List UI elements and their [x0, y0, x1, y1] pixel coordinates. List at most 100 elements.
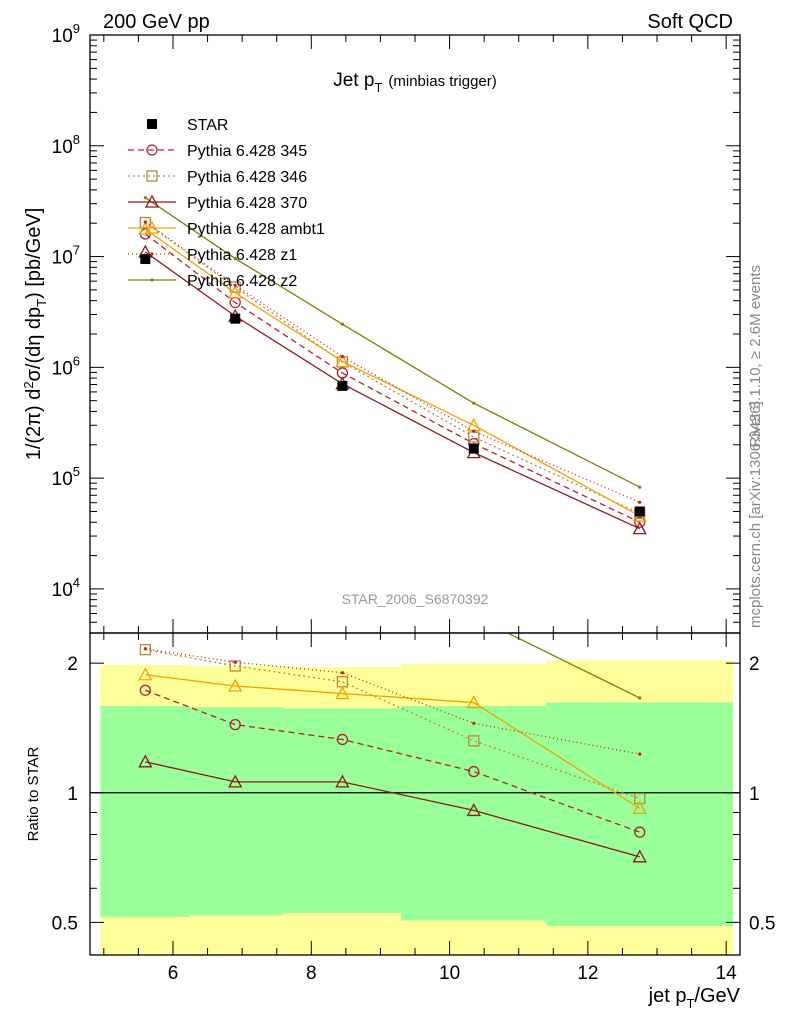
ratio-series-pythia-6-428-345 — [139, 684, 646, 838]
data-point — [143, 196, 147, 200]
ratio-y-tick-label-right: 1 — [749, 784, 760, 805]
data-point — [468, 735, 480, 747]
data-point — [228, 678, 243, 692]
uncertainty-band-outer — [546, 926, 734, 955]
main-y-axis-label: 1/(2π) d2σ/(dη dpT) [pb/GeV] — [21, 208, 49, 461]
data-point — [228, 285, 243, 299]
y-tick-label: 108 — [52, 132, 80, 158]
y-tick-label: 104 — [52, 575, 80, 601]
data-point — [228, 774, 243, 788]
data-point — [335, 686, 350, 700]
data-point — [638, 500, 642, 504]
legend-label: Pythia 6.428 370 — [187, 195, 307, 212]
ratio-y-tick-label: 1 — [67, 784, 78, 805]
data-point — [147, 119, 157, 129]
ratio-y-tick-label-right: 0.5 — [749, 913, 775, 934]
ratio-series-pythia-6-428-z1 — [143, 647, 642, 756]
ratio-line — [145, 648, 640, 755]
series-line — [144, 221, 641, 515]
data-point — [140, 254, 151, 265]
data-point — [139, 684, 151, 696]
series-pythia-6-428-ambt1 — [138, 221, 647, 522]
y-tick-label: 106 — [52, 353, 80, 379]
data-point — [143, 220, 147, 224]
data-point — [229, 718, 241, 731]
data-point — [472, 615, 475, 618]
data-point — [138, 754, 153, 768]
y-tick-label: 109 — [52, 21, 80, 47]
uncertainty-band-inner — [100, 706, 191, 917]
legend-label: Pythia 6.428 z1 — [187, 247, 297, 264]
data-point — [233, 660, 237, 664]
ratio-series-pythia-6-428-370 — [138, 754, 647, 863]
data-point — [466, 803, 481, 817]
data-point — [230, 313, 241, 324]
x-tick-label: 14 — [716, 963, 738, 984]
data-point — [638, 485, 642, 489]
data-point — [335, 774, 350, 788]
ratio-line — [145, 648, 640, 800]
y-tick-label: 105 — [52, 464, 80, 490]
uncertainty-band-outer — [100, 916, 191, 955]
data-point — [466, 695, 481, 709]
data-point — [341, 552, 344, 555]
data-point — [468, 765, 480, 778]
data-point — [150, 278, 154, 282]
uncertainty-band-outer — [283, 913, 402, 955]
data-point — [634, 506, 645, 517]
data-point — [632, 521, 647, 535]
data-point — [634, 516, 646, 528]
series-line — [144, 233, 641, 523]
data-point — [632, 849, 647, 863]
data-point — [143, 647, 147, 651]
uncertainty-band-inner — [283, 708, 402, 914]
ratio-y-tick-label-right: 2 — [749, 654, 760, 675]
legend-label: STAR — [187, 117, 228, 134]
data-point — [146, 144, 158, 156]
legend-entry: Pythia 6.428 370 — [128, 194, 307, 212]
data-point — [468, 443, 479, 454]
data-point — [139, 643, 151, 656]
data-point — [233, 256, 237, 261]
series-line — [144, 228, 641, 517]
legend-label: Pythia 6.428 z2 — [187, 273, 297, 290]
rivet-label: Rivet 3.1.10, ≥ 2.6M events — [747, 265, 764, 448]
ratio-line — [145, 674, 641, 809]
data-point — [472, 429, 476, 433]
data-point — [144, 220, 160, 234]
data-point — [234, 557, 237, 560]
ratio-series-pythia-6-428-ambt1 — [138, 667, 647, 815]
data-point — [144, 194, 160, 208]
ratio-line — [145, 689, 640, 833]
legend: STAR Pythia 6.428 345 Pythia 6.428 346 Pyth… — [128, 117, 325, 290]
ratio-panel: 0.5 0.51 12 26 8 10 12 14 — [52, 552, 775, 984]
main-title: Jet pT (minbias trigger) — [333, 70, 497, 95]
x-tick-label: 6 — [168, 963, 179, 984]
data-point — [138, 667, 153, 681]
legend-label: Pythia 6.428 345 — [187, 143, 307, 160]
uncertainty-band-outer — [401, 920, 547, 955]
legend-label: Pythia 6.428 346 — [187, 169, 307, 186]
y-tick-label: 107 — [52, 243, 80, 269]
ratio-y-tick-label: 0.5 — [52, 913, 78, 934]
header-left: 200 GeV pp — [103, 11, 210, 33]
x-tick-label: 12 — [577, 963, 598, 984]
data-point — [144, 553, 147, 556]
mcplots-label: mcplots.cern.ch [arXiv:1306.3436] — [747, 401, 764, 628]
data-point — [638, 752, 642, 756]
series-pythia-6-428-z1 — [143, 220, 642, 504]
main-panel: 104 105 106 107 108 109 — [52, 21, 741, 634]
data-point — [340, 322, 344, 326]
ratio-series-pythia-6-428-z2 — [144, 552, 642, 700]
data-point — [340, 355, 344, 359]
legend-entry: Pythia 6.428 z1 — [128, 247, 297, 264]
analysis-watermark: STAR_2006_S6870392 — [342, 591, 489, 607]
data-point — [340, 671, 344, 675]
legend-entry: Pythia 6.428 346 — [128, 169, 307, 186]
legend-entry: Pythia 6.428 z2 — [128, 273, 297, 290]
ratio-y-axis-label: Ratio to STAR — [25, 746, 42, 841]
series-pythia-6-428-z2 — [143, 196, 642, 489]
x-axis-label: jet pT/GeV — [648, 985, 741, 1011]
data-point — [632, 801, 647, 815]
